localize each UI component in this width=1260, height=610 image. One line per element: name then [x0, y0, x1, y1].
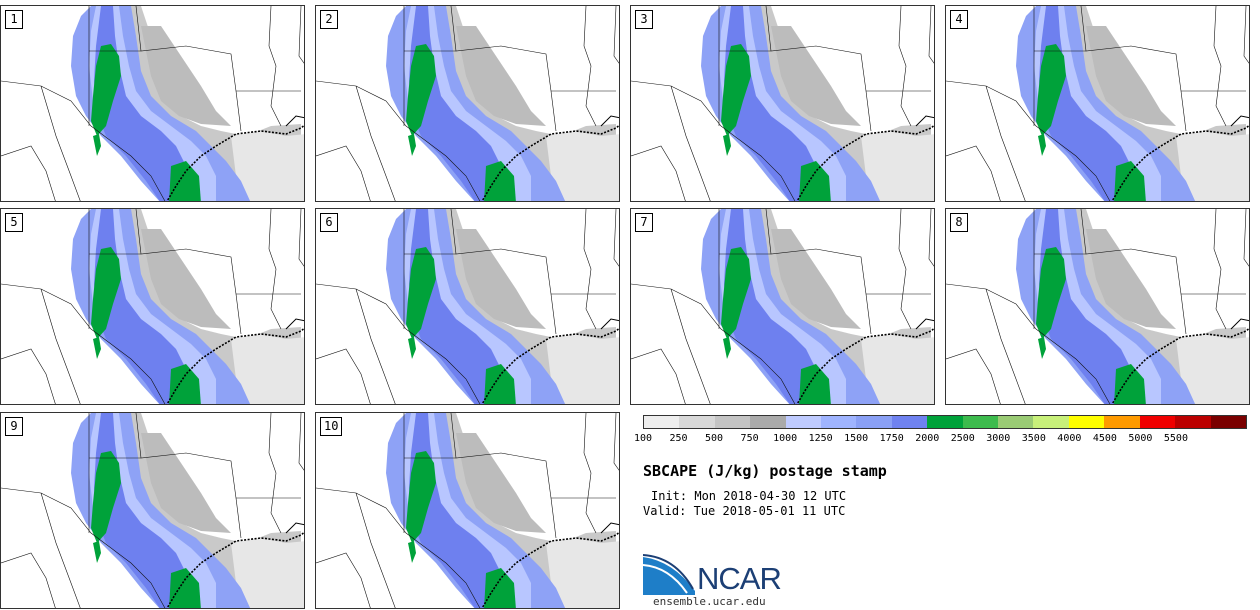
colorbar-tick-label: 500 — [705, 433, 724, 444]
colorbar-bin — [1033, 416, 1069, 428]
colorbar-bin — [1175, 416, 1211, 428]
sbcape-map — [946, 209, 1249, 404]
sbcape-map — [631, 209, 934, 404]
map-panel-5: 5 — [0, 208, 305, 405]
valid-time: Valid: Tue 2018-05-01 11 UTC — [643, 504, 846, 518]
colorbar-bin — [1068, 416, 1105, 428]
sbcape-map — [316, 209, 619, 404]
colorbar-bin — [750, 416, 786, 428]
map-panel-10: 10 — [315, 412, 620, 609]
colorbar-tick-label: 1750 — [879, 433, 904, 444]
ncar-logo-icon — [643, 554, 695, 595]
map-panel-1: 1 — [0, 5, 305, 202]
map-panel-8: 8 — [945, 208, 1250, 405]
panel-label: 9 — [5, 417, 23, 436]
sbcape-map — [1, 413, 304, 608]
colorbar-tick-label: 1000 — [773, 433, 798, 444]
panel-label: 3 — [635, 10, 653, 29]
map-panel-6: 6 — [315, 208, 620, 405]
colorbar-tick-label: 4000 — [1057, 433, 1082, 444]
sbcape-map — [631, 6, 934, 201]
website-url: ensemble.ucar.edu — [653, 595, 766, 608]
map-panel-9: 9 — [0, 412, 305, 609]
colorbar-tick-label: 1500 — [844, 433, 869, 444]
colorbar-bin — [1139, 416, 1176, 428]
colorbar-tick-label: 250 — [669, 433, 688, 444]
map-panel-7: 7 — [630, 208, 935, 405]
page-title: SBCAPE (J/kg) postage stamp — [643, 462, 887, 480]
colorbar-bin — [1104, 416, 1140, 428]
map-panel-4: 4 — [945, 5, 1250, 202]
colorbar-bin — [998, 416, 1034, 428]
logo-text: NCAR — [697, 561, 782, 596]
panel-label: 6 — [320, 213, 338, 232]
panel-label: 4 — [950, 10, 968, 29]
colorbar-tick-label: 5000 — [1128, 433, 1153, 444]
colorbar — [643, 415, 1247, 429]
panel-label: 10 — [320, 417, 343, 436]
colorbar-tick-label: 100 — [633, 433, 653, 444]
map-panel-2: 2 — [315, 5, 620, 202]
colorbar-bin — [821, 416, 857, 428]
colorbar-bin — [679, 416, 715, 428]
init-time: Init: Mon 2018-04-30 12 UTC — [651, 489, 847, 503]
map-panel-3: 3 — [630, 5, 935, 202]
colorbar-tick-label: 1250 — [808, 433, 833, 444]
sbcape-map — [946, 6, 1249, 201]
colorbar-tick-label: 3000 — [986, 433, 1011, 444]
sbcape-map — [316, 6, 619, 201]
panel-label: 1 — [5, 10, 23, 29]
colorbar-tick-label: 2000 — [915, 433, 940, 444]
colorbar-bin — [714, 416, 751, 428]
colorbar-bin — [644, 416, 680, 428]
colorbar-tick-label: 4500 — [1092, 433, 1117, 444]
colorbar-bin — [1210, 416, 1246, 428]
colorbar-bin — [856, 416, 892, 428]
panel-label: 2 — [320, 10, 338, 29]
colorbar-tick-label: 2500 — [950, 433, 975, 444]
colorbar-ticks: 100 250 500 750 1000 1250 1500 1750 2000 2500 3000… — [634, 433, 1247, 447]
colorbar-bin — [785, 416, 822, 428]
sbcape-map — [1, 6, 304, 201]
colorbar-bin — [891, 416, 928, 428]
sbcape-map — [316, 413, 619, 608]
panel-label: 5 — [5, 213, 23, 232]
panel-label: 7 — [635, 213, 653, 232]
colorbar-bin — [962, 416, 999, 428]
colorbar-tick-label: 750 — [740, 433, 759, 444]
colorbar-bin — [927, 416, 963, 428]
sbcape-map — [1, 209, 304, 404]
panel-label: 8 — [950, 213, 968, 232]
colorbar-tick-label: 3500 — [1021, 433, 1046, 444]
colorbar-tick-label: 5500 — [1163, 433, 1188, 444]
